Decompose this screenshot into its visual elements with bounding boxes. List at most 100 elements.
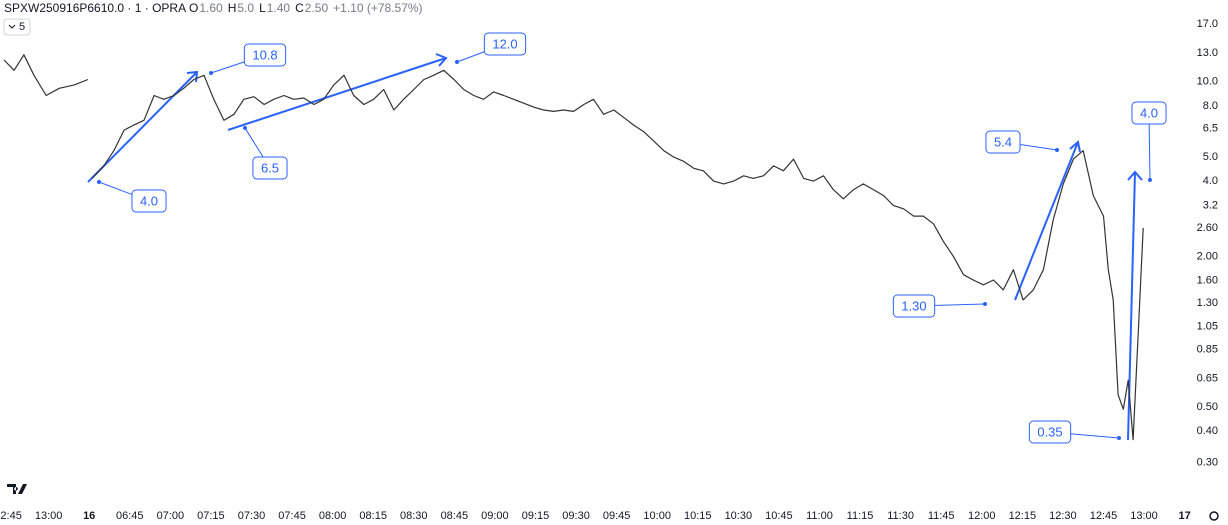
x-tick-label: 10:30 — [725, 510, 753, 522]
ohlc-label: C — [295, 1, 304, 15]
price-callout: 4.0 — [97, 180, 167, 213]
logo — [7, 484, 27, 494]
trend-arrow — [1014, 141, 1079, 301]
x-tick-label: 07:00 — [157, 510, 185, 522]
x-tick-label: 08:00 — [319, 510, 347, 522]
y-tick-label: 5.0 — [1203, 151, 1218, 163]
trend-arrow — [87, 71, 198, 183]
settings-button[interactable] — [1209, 511, 1219, 521]
x-tick-label: 07:15 — [197, 510, 225, 522]
y-tick-label: 1.60 — [1197, 275, 1218, 287]
price-callout: 6.5 — [243, 126, 288, 180]
y-tick-label: 1.30 — [1197, 297, 1218, 309]
ohlc-label: O — [189, 1, 198, 15]
callout-box — [243, 43, 287, 67]
x-tick-label: 09:00 — [481, 510, 509, 522]
callout-box — [1028, 420, 1072, 444]
ohlc-value: 1.60 — [199, 1, 223, 15]
change: +1.10 (+78.57%) — [333, 1, 422, 15]
ohlc-label: H — [228, 1, 237, 15]
y-tick-label: 0.65 — [1197, 372, 1218, 384]
x-tick-label: 13:00 — [35, 510, 63, 522]
callout-dot — [1117, 436, 1121, 440]
y-tick-label: 0.50 — [1197, 401, 1218, 413]
callout-label: 12.0 — [492, 36, 517, 51]
x-tick-label: 11:30 — [887, 510, 914, 522]
ohlc-value: 5.0 — [237, 1, 254, 15]
y-tick-label: 0.40 — [1197, 425, 1218, 437]
y-tick-label: 2.60 — [1197, 222, 1218, 234]
y-tick-label: 8.0 — [1203, 100, 1218, 112]
symbol-title: SPXW250916P6610.0 · 1 · OPRA — [4, 1, 186, 15]
arrow-head — [1069, 140, 1081, 153]
x-tick-label: 12:15 — [1009, 510, 1037, 522]
callout-label: 4.0 — [140, 193, 158, 208]
x-tick-label: 12:00 — [968, 510, 996, 522]
callout-box — [985, 130, 1021, 154]
x-tick-label: 09:30 — [562, 510, 590, 522]
callout-box — [252, 156, 288, 180]
chevron — [8, 24, 16, 29]
ohlc-label: L — [259, 1, 266, 15]
callout-label: 5.4 — [994, 134, 1012, 149]
x-tick-label: 07:30 — [238, 510, 266, 522]
arrow-head — [435, 53, 448, 67]
callout-box — [483, 32, 527, 56]
x-tick-label: 16 — [83, 510, 95, 522]
callout-dot — [455, 60, 459, 64]
ohlc-value: 2.50 — [305, 1, 329, 15]
price-callout: 4.0 — [1131, 101, 1167, 182]
callout-dot — [97, 180, 101, 184]
callout-label: 0.35 — [1037, 424, 1062, 439]
price-callout: 0.35 — [1028, 420, 1121, 444]
ohlc-values: O 1.60 H 5.0 L 1.40 C 2.50 — [189, 1, 328, 15]
callout-box — [892, 294, 936, 318]
price-callout: 1.30 — [892, 294, 987, 318]
x-tick-label: 12:45 — [0, 510, 22, 522]
y-tick-label: 2.00 — [1197, 250, 1218, 262]
interval-button[interactable] — [3, 18, 31, 36]
y-tick-label: 0.85 — [1197, 343, 1218, 355]
ohlc-value: 1.40 — [267, 1, 291, 15]
drawings — [87, 53, 1143, 441]
trend-arrow — [227, 57, 447, 131]
y-tick-label: 0.30 — [1197, 456, 1218, 468]
callout-label: 4.0 — [1140, 105, 1158, 120]
y-tick-label: 3.2 — [1203, 199, 1218, 211]
x-tick-label: 10:15 — [684, 510, 712, 522]
callout-dot — [1148, 178, 1152, 182]
callout-box — [1131, 101, 1167, 125]
callout-label: 1.30 — [901, 298, 926, 313]
price-callout: 12.0 — [455, 32, 527, 64]
y-tick-label: 4.0 — [1203, 175, 1218, 187]
x-tick-label: 11:15 — [847, 510, 874, 522]
trend-arrow — [1127, 171, 1136, 441]
x-tick-label: 13:00 — [1130, 510, 1158, 522]
x-tick-label: 08:45 — [441, 510, 469, 522]
y-tick-label: 10.0 — [1197, 76, 1218, 88]
header: SPXW250916P6610.0 · 1 · OPRA O 1.60 H 5.0 L 1… — [3, 1, 423, 36]
callout-dot — [983, 302, 987, 306]
x-tick-label: 17 — [1178, 510, 1190, 522]
x-tick-label: 11:45 — [928, 510, 955, 522]
interval-text: 5 — [19, 21, 25, 33]
x-tick-label: 12:30 — [1049, 510, 1077, 522]
callout-label: 10.8 — [252, 47, 277, 62]
y-tick-label: 6.5 — [1203, 122, 1218, 134]
price-callout: 5.4 — [985, 130, 1059, 154]
callout-label: 6.5 — [261, 160, 279, 175]
callout-dot — [1055, 148, 1059, 152]
callout-dot — [243, 126, 247, 130]
x-tick-label: 11:00 — [806, 510, 833, 522]
x-tick-label: 10:00 — [643, 510, 671, 522]
x-tick-label: 08:15 — [359, 510, 387, 522]
x-tick-label: 06:45 — [116, 510, 144, 522]
y-tick-label: 13.0 — [1197, 47, 1218, 59]
x-tick-label: 08:30 — [400, 510, 428, 522]
x-tick-label: 12:45 — [1090, 510, 1118, 522]
x-tick-label: 10:45 — [765, 510, 793, 522]
x-tick-label: 09:15 — [522, 510, 550, 522]
arrow-head — [1127, 170, 1143, 181]
